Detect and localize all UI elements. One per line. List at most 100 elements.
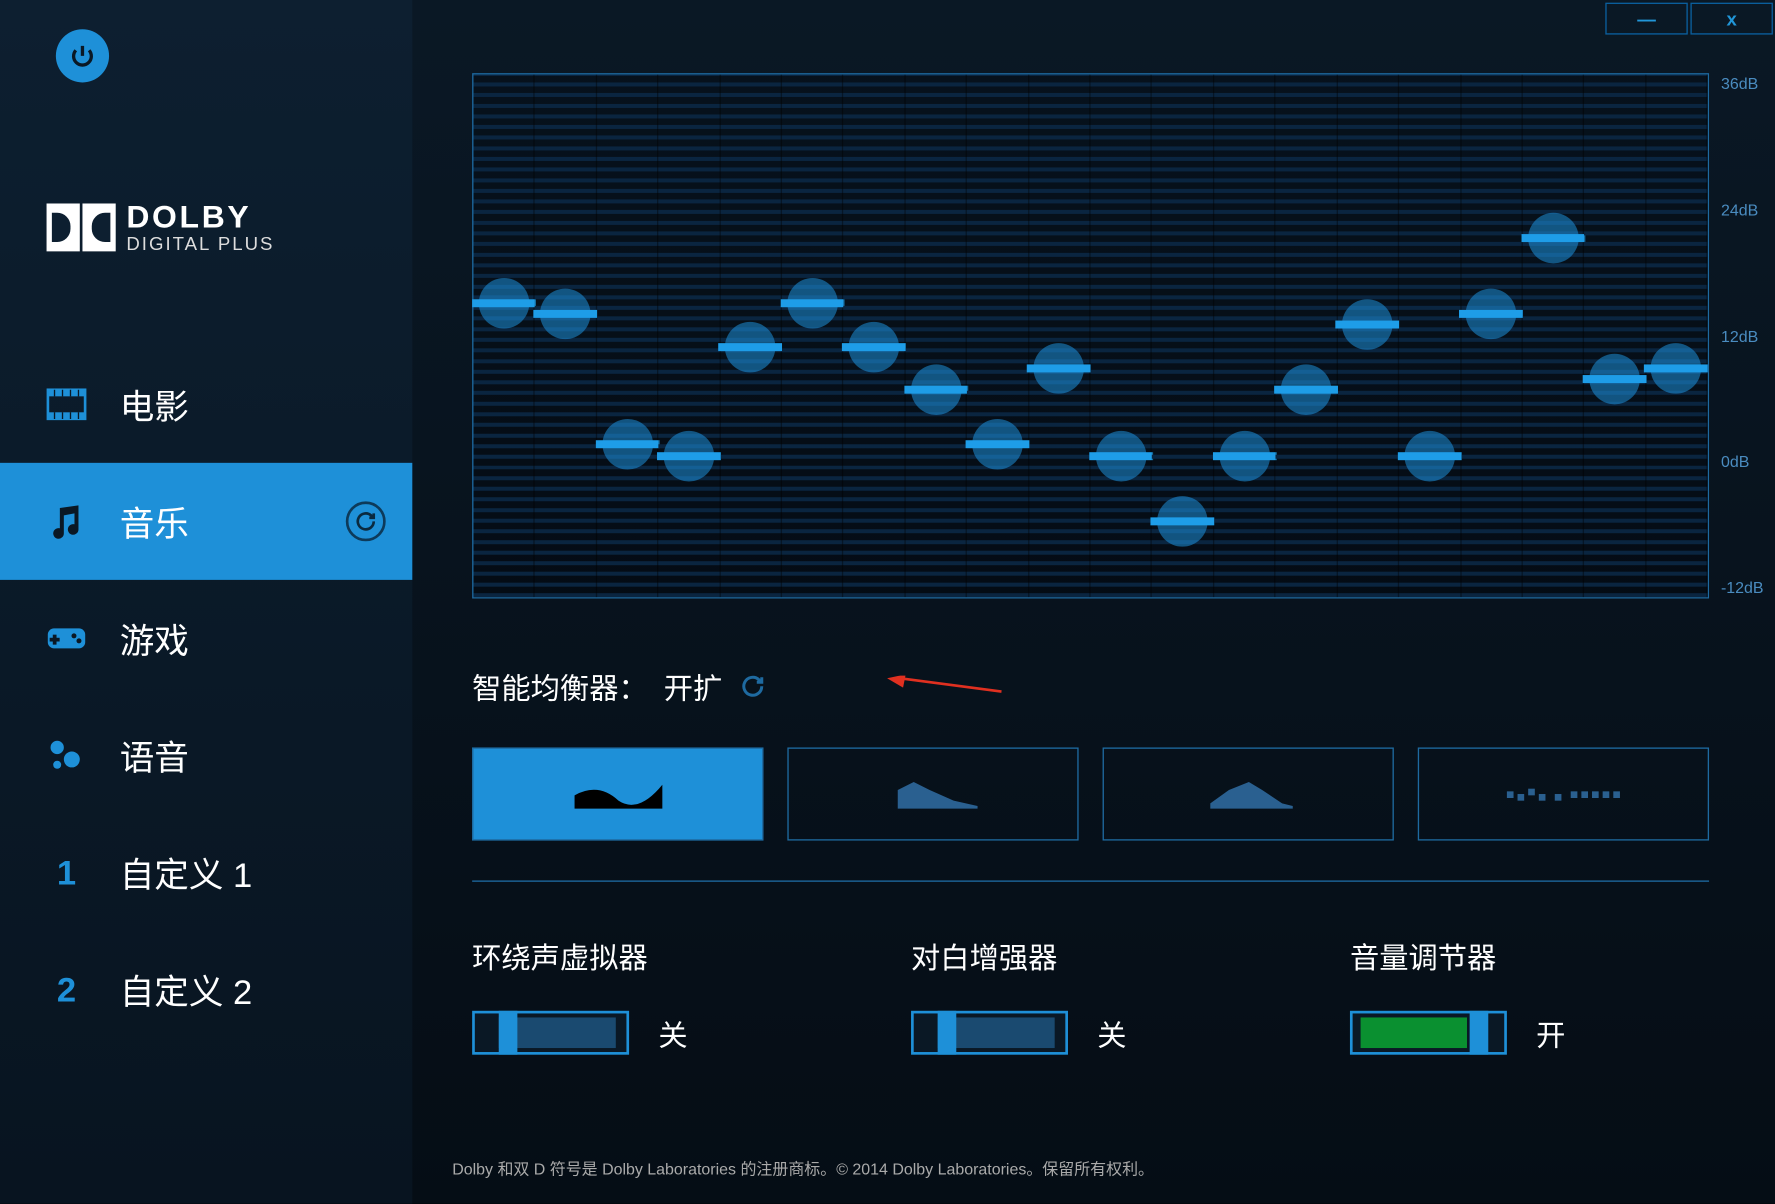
enhancers-row: 环绕声虚拟器关对白增强器关音量调节器开 — [472, 935, 1709, 1055]
toggle[interactable] — [1350, 1011, 1507, 1055]
eq-knob[interactable] — [1034, 343, 1085, 394]
divider — [472, 880, 1709, 881]
brand-name: DOLBY — [126, 202, 274, 234]
eq-knob[interactable] — [1281, 365, 1332, 416]
eq-band — [597, 74, 659, 597]
footer-text: Dolby 和双 D 符号是 Dolby Laboratories 的注册商标。… — [452, 1157, 1154, 1180]
preset-shape-icon — [571, 771, 664, 818]
eq-knob[interactable] — [602, 419, 653, 470]
eq-knob[interactable] — [1404, 430, 1455, 481]
eq-band — [659, 74, 721, 597]
preset-shape-icon — [886, 771, 979, 818]
nav-label: 电影 — [120, 380, 189, 429]
eq-knob[interactable] — [849, 321, 900, 372]
eq-band — [1584, 74, 1646, 597]
voice-icon — [47, 738, 87, 773]
nav-item-voice[interactable]: 语音 — [0, 697, 412, 814]
eq-knob[interactable] — [1096, 430, 1147, 481]
eq-band — [782, 74, 844, 597]
nav-label: 音乐 — [120, 497, 189, 546]
preset-wave[interactable] — [472, 747, 763, 840]
nav-item-gamepad[interactable]: 游戏 — [0, 580, 412, 697]
db-label: 36dB — [1721, 74, 1764, 93]
film-icon — [47, 387, 87, 422]
enhancer: 音量调节器开 — [1350, 935, 1709, 1055]
toggle[interactable] — [472, 1011, 629, 1055]
eq-band — [1029, 74, 1091, 597]
enhancer-state: 关 — [658, 1011, 687, 1054]
eq-knob[interactable] — [1528, 213, 1579, 264]
eq-band — [967, 74, 1029, 597]
eq-band — [1523, 74, 1585, 597]
smart-eq-reload-button[interactable] — [738, 672, 767, 701]
nav-item-custom-2[interactable]: 2 自定义 2 — [0, 931, 412, 1048]
nav-label: 自定义 2 — [120, 965, 253, 1014]
smart-eq-label: 智能均衡器： — [472, 665, 648, 708]
brand-subtitle: DIGITAL PLUS — [126, 234, 274, 253]
preset-row — [472, 747, 1709, 840]
eq-band — [1338, 74, 1400, 597]
eq-knob[interactable] — [478, 278, 529, 329]
equalizer: 36dB24dB12dB0dB-12dB — [472, 73, 1709, 598]
enhancer-state: 开 — [1536, 1011, 1565, 1054]
nav-label: 语音 — [120, 731, 189, 780]
nav: 电影音乐游戏语音 1 自定义 1 2 自定义 2 — [0, 346, 412, 1048]
music-icon — [47, 504, 87, 539]
preset-shape-icon — [1202, 771, 1295, 818]
eq-band — [1276, 74, 1338, 597]
nav-number: 1 — [47, 852, 87, 893]
nav-label: 自定义 1 — [120, 848, 253, 897]
eq-knob[interactable] — [1466, 289, 1517, 340]
nav-reload-button[interactable] — [346, 501, 386, 541]
eq-band — [906, 74, 968, 597]
eq-knob[interactable] — [1651, 343, 1702, 394]
titlebar-buttons: — x — [1605, 3, 1773, 35]
nav-item-music[interactable]: 音乐 — [0, 463, 412, 580]
db-label: 24dB — [1721, 200, 1764, 219]
logo: DOLBY DIGITAL PLUS — [47, 202, 413, 253]
eq-band — [1091, 74, 1153, 597]
eq-knob[interactable] — [1157, 496, 1208, 547]
preset-shape-icon — [1504, 777, 1624, 810]
eq-band — [473, 74, 535, 597]
eq-band — [1461, 74, 1523, 597]
db-axis-labels: 36dB24dB12dB0dB-12dB — [1721, 74, 1764, 597]
eq-knob[interactable] — [972, 419, 1023, 470]
db-label: -12dB — [1721, 579, 1764, 598]
power-button[interactable] — [56, 29, 109, 82]
eq-knob[interactable] — [664, 430, 715, 481]
eq-knob[interactable] — [1589, 354, 1640, 405]
reload-icon — [355, 511, 376, 532]
enhancer-title: 音量调节器 — [1350, 935, 1709, 978]
nav-item-custom-1[interactable]: 1 自定义 1 — [0, 814, 412, 931]
eq-knob[interactable] — [540, 289, 591, 340]
enhancer: 对白增强器关 — [911, 935, 1270, 1055]
enhancer: 环绕声虚拟器关 — [472, 935, 831, 1055]
gamepad-icon — [47, 621, 87, 656]
nav-item-film[interactable]: 电影 — [0, 346, 412, 463]
preset-dots[interactable] — [1418, 747, 1709, 840]
smart-eq-row: 智能均衡器： 开扩 — [472, 665, 1709, 708]
reload-icon — [741, 674, 765, 698]
eq-knob[interactable] — [725, 321, 776, 372]
minimize-button[interactable]: — — [1605, 3, 1687, 35]
preset-hill[interactable] — [1103, 747, 1394, 840]
eq-knob[interactable] — [787, 278, 838, 329]
preset-slope[interactable] — [787, 747, 1078, 840]
eq-knob[interactable] — [1342, 300, 1393, 351]
toggle[interactable] — [911, 1011, 1068, 1055]
app-window: — x DOLBY DIGITAL PLUS 电影音乐游戏语音 1 自定义 1 2 自定… — [0, 0, 1775, 1204]
eq-band — [1214, 74, 1276, 597]
eq-band — [1646, 74, 1708, 597]
annotation-arrow — [884, 676, 1004, 697]
enhancer-title: 环绕声虚拟器 — [472, 935, 831, 978]
close-button[interactable]: x — [1690, 3, 1772, 35]
eq-band — [1152, 74, 1214, 597]
smart-eq-state: 开扩 — [664, 665, 723, 708]
enhancer-state: 关 — [1097, 1011, 1126, 1054]
nav-number: 2 — [47, 969, 87, 1010]
eq-band — [1399, 74, 1461, 597]
eq-knob[interactable] — [910, 365, 961, 416]
eq-knob[interactable] — [1219, 430, 1270, 481]
dolby-dd-icon — [47, 203, 116, 251]
